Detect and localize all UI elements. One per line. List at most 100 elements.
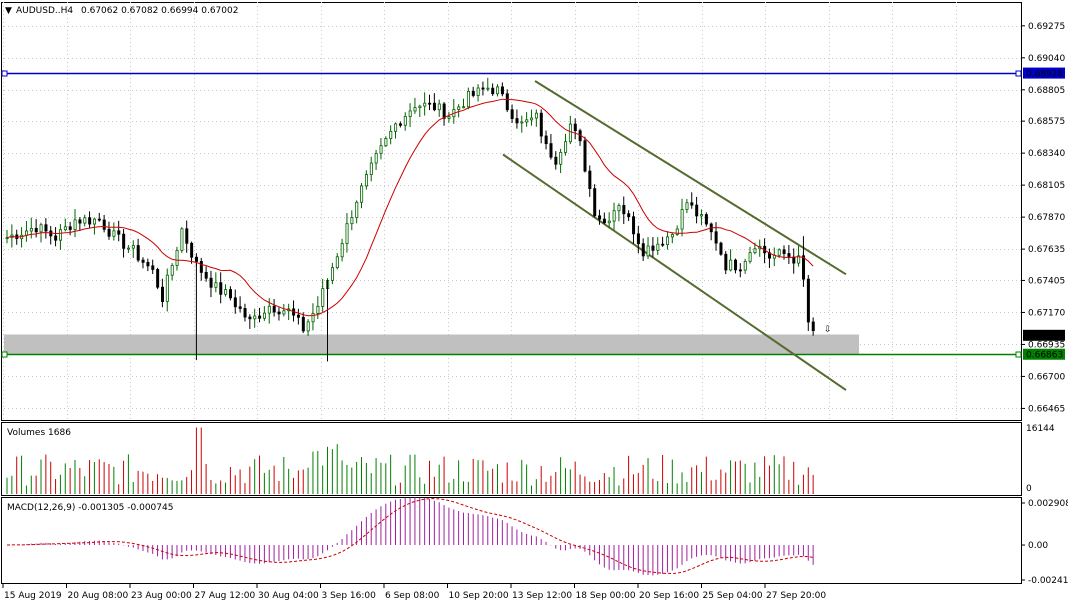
- candle: [462, 98, 466, 109]
- candle-body: [428, 102, 432, 105]
- candle: [700, 209, 704, 226]
- volume-pane[interactable]: [1, 422, 1022, 496]
- candle-body: [131, 245, 135, 249]
- candle-body: [496, 86, 500, 95]
- time-tick-label: 3 Sep 16:00: [322, 591, 377, 601]
- candle-body: [83, 217, 87, 224]
- candle-body: [384, 138, 388, 147]
- candle-body: [209, 277, 213, 288]
- candle: [466, 87, 470, 110]
- candle-body: [228, 289, 232, 299]
- candle: [394, 122, 398, 139]
- candle: [190, 241, 194, 264]
- candle: [486, 77, 490, 92]
- time-tick-label: 10 Sep 20:00: [449, 591, 509, 601]
- candle-body: [355, 201, 359, 218]
- candle-body: [335, 256, 339, 268]
- candle-body: [311, 312, 315, 323]
- candle: [78, 217, 82, 231]
- candle: [63, 218, 67, 232]
- main-pane[interactable]: [1, 2, 1022, 421]
- resistance-handle[interactable]: [1015, 70, 1022, 77]
- candle: [306, 319, 310, 336]
- candle-body: [59, 229, 63, 241]
- candle: [734, 258, 738, 274]
- candle: [272, 299, 276, 317]
- volume-tick-label: 0: [1026, 484, 1032, 494]
- candle-body: [122, 233, 126, 249]
- candle: [214, 272, 218, 293]
- candle: [73, 209, 77, 238]
- candle: [520, 115, 524, 133]
- candle: [607, 212, 611, 229]
- channel-lower-line[interactable]: [502, 153, 847, 391]
- candle: [112, 222, 116, 241]
- candle: [355, 200, 359, 224]
- candle-body: [777, 249, 781, 256]
- candle: [811, 317, 815, 336]
- candle-body: [258, 315, 262, 319]
- candle: [175, 246, 179, 271]
- support-handle[interactable]: [1, 351, 8, 358]
- channel-upper-line[interactable]: [534, 80, 847, 276]
- candle-body: [515, 118, 519, 124]
- resistance-handle[interactable]: [1, 70, 8, 77]
- candle-body: [534, 112, 538, 119]
- candle: [321, 278, 325, 312]
- candle: [641, 238, 645, 261]
- candle: [491, 83, 495, 96]
- candle: [559, 148, 563, 174]
- price-tick-label: 0.66935: [1028, 340, 1065, 350]
- candle-body: [500, 86, 504, 95]
- candle-body: [811, 321, 815, 332]
- candle: [345, 213, 349, 253]
- macd-tick-label: -0.002419: [1028, 576, 1068, 586]
- candle-body: [457, 106, 461, 110]
- candle: [675, 225, 679, 236]
- macd-pane[interactable]: [1, 497, 1022, 584]
- candle: [360, 183, 364, 209]
- candle-body: [627, 213, 631, 218]
- candle-body: [277, 311, 281, 315]
- candle-body: [554, 156, 558, 165]
- time-tick-label: 30 Aug 04:00: [258, 591, 319, 601]
- candle-body: [437, 103, 441, 111]
- candle: [573, 118, 577, 140]
- candle: [442, 102, 446, 126]
- candle: [102, 214, 106, 233]
- candle-body: [564, 141, 568, 153]
- candle: [515, 109, 519, 129]
- support-handle[interactable]: [1015, 351, 1022, 358]
- candle: [127, 245, 131, 253]
- macd-title: MACD(12,26,9) -0.001305 -0.000745: [7, 503, 173, 513]
- candle: [379, 137, 383, 160]
- candle-body: [462, 106, 466, 109]
- candle: [161, 278, 165, 308]
- price-tick-label: 0.68805: [1028, 86, 1065, 96]
- candle-body: [403, 116, 407, 126]
- candle: [156, 267, 160, 290]
- candle: [656, 237, 660, 255]
- candle: [301, 312, 305, 334]
- candle-body: [243, 308, 247, 318]
- candle-body: [93, 218, 97, 225]
- candle: [83, 214, 87, 227]
- horizontal-lines: [1, 70, 1022, 358]
- candle-body: [670, 234, 674, 238]
- candle-body: [340, 243, 344, 258]
- candle: [199, 257, 203, 281]
- candle-body: [622, 205, 626, 215]
- candle: [539, 109, 543, 144]
- candle-body: [729, 259, 733, 271]
- candle-body: [165, 274, 169, 302]
- candle-body: [520, 121, 524, 124]
- candle: [428, 94, 432, 111]
- candle-body: [141, 259, 145, 263]
- last-price-tag-bg: [1023, 329, 1065, 341]
- candle: [277, 307, 281, 321]
- candle: [704, 212, 708, 227]
- collapse-arrow-icon[interactable]: ▼: [5, 6, 12, 16]
- candle: [714, 222, 718, 251]
- time-tick-label: 20 Sep 16:00: [639, 591, 699, 601]
